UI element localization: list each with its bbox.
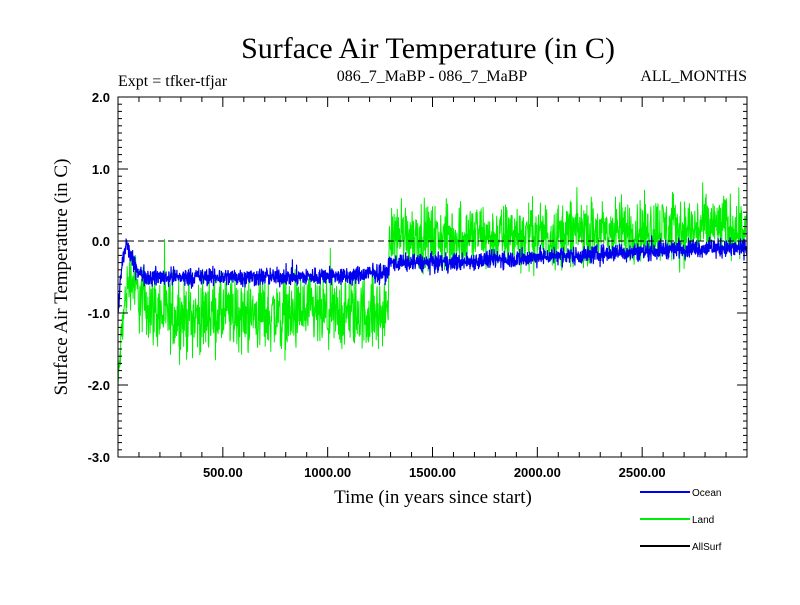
y-tick-label: -1.0 — [88, 306, 110, 321]
legend-item-ocean: Ocean — [640, 488, 721, 499]
series-group — [118, 182, 747, 384]
x-tick-label: 2500.00 — [619, 465, 666, 480]
y-tick-label: 1.0 — [92, 162, 110, 177]
legend-item-allsurf: AllSurf — [640, 542, 722, 553]
series-line-land — [118, 182, 747, 384]
y-tick-label: 2.0 — [92, 90, 110, 105]
experiment-label: Expt = tfker-tfjar — [118, 73, 228, 90]
legend-label: Land — [692, 515, 714, 526]
axes: 2.0 1.0 0.0 -1.0 -2.0 -3.0 500.00 1000.00 1500.0… — [88, 90, 748, 480]
y-tick-label: -2.0 — [88, 378, 110, 393]
y-axis-label: Surface Air Temperature (in C) — [51, 159, 72, 396]
y-tick-label: -3.0 — [88, 450, 110, 465]
chart-title: Surface Air Temperature (in C) — [241, 32, 615, 65]
x-tick-label: 1500.00 — [409, 465, 456, 480]
x-tick-label: 500.00 — [203, 465, 243, 480]
y-tick-label: 0.0 — [92, 234, 110, 249]
legend-item-land: Land — [640, 515, 714, 526]
months-label: ALL_MONTHS — [640, 68, 747, 85]
period-label: 086_7_MaBP - 086_7_MaBP — [337, 68, 528, 85]
x-axis-label: Time (in years since start) — [334, 487, 532, 508]
legend: Ocean Land AllSurf — [640, 488, 722, 553]
plot-area — [118, 182, 747, 384]
x-tick-label: 1000.00 — [304, 465, 351, 480]
x-tick-label: 2000.00 — [514, 465, 561, 480]
legend-label: Ocean — [692, 488, 721, 499]
series-line-ocean — [118, 235, 747, 313]
legend-label: AllSurf — [692, 542, 722, 553]
